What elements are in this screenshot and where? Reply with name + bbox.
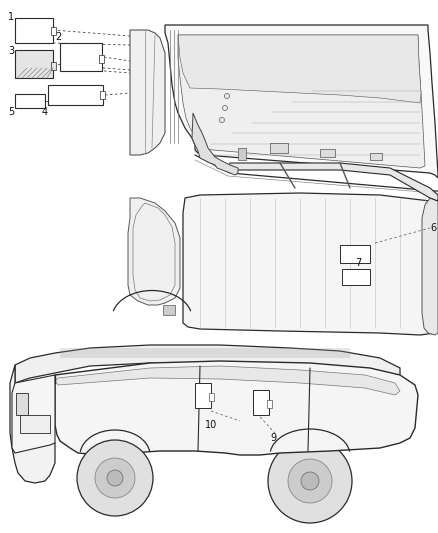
Bar <box>209 393 214 401</box>
Polygon shape <box>10 365 55 483</box>
Circle shape <box>301 472 319 490</box>
Bar <box>342 269 370 285</box>
Polygon shape <box>422 198 438 335</box>
Text: 1: 1 <box>8 12 14 22</box>
Bar <box>15 18 53 43</box>
Bar <box>195 383 211 408</box>
Text: 4: 4 <box>42 107 48 117</box>
Text: 7: 7 <box>355 258 361 268</box>
Circle shape <box>268 439 352 523</box>
Polygon shape <box>165 25 438 178</box>
Bar <box>20 415 50 433</box>
Circle shape <box>288 459 332 503</box>
Text: 3: 3 <box>8 46 14 56</box>
Circle shape <box>95 458 135 498</box>
Bar <box>253 390 269 415</box>
Circle shape <box>77 440 153 516</box>
Bar <box>51 27 56 35</box>
Text: 2: 2 <box>55 32 61 42</box>
Bar <box>163 305 175 315</box>
Polygon shape <box>12 375 55 453</box>
Polygon shape <box>192 113 238 175</box>
Bar <box>100 91 105 99</box>
Circle shape <box>107 470 123 486</box>
Polygon shape <box>183 193 438 335</box>
Text: 5: 5 <box>8 107 14 117</box>
Text: 6: 6 <box>430 223 436 233</box>
Bar <box>238 148 246 160</box>
Bar <box>15 94 45 108</box>
Bar <box>15 50 53 78</box>
Polygon shape <box>55 366 400 395</box>
Bar <box>51 62 56 70</box>
Bar <box>340 245 370 263</box>
Text: 9: 9 <box>270 433 276 443</box>
Polygon shape <box>128 198 180 305</box>
Bar <box>267 400 272 408</box>
Polygon shape <box>15 345 400 383</box>
Bar <box>320 149 335 157</box>
Polygon shape <box>130 30 165 155</box>
Polygon shape <box>178 35 421 103</box>
Bar <box>99 55 104 63</box>
Bar <box>270 143 288 153</box>
Text: 10: 10 <box>205 420 217 430</box>
Polygon shape <box>178 35 425 168</box>
Bar <box>48 85 103 105</box>
Bar <box>370 153 382 160</box>
Bar <box>60 43 102 71</box>
Polygon shape <box>55 361 418 455</box>
Polygon shape <box>228 163 438 201</box>
Bar <box>16 393 28 415</box>
